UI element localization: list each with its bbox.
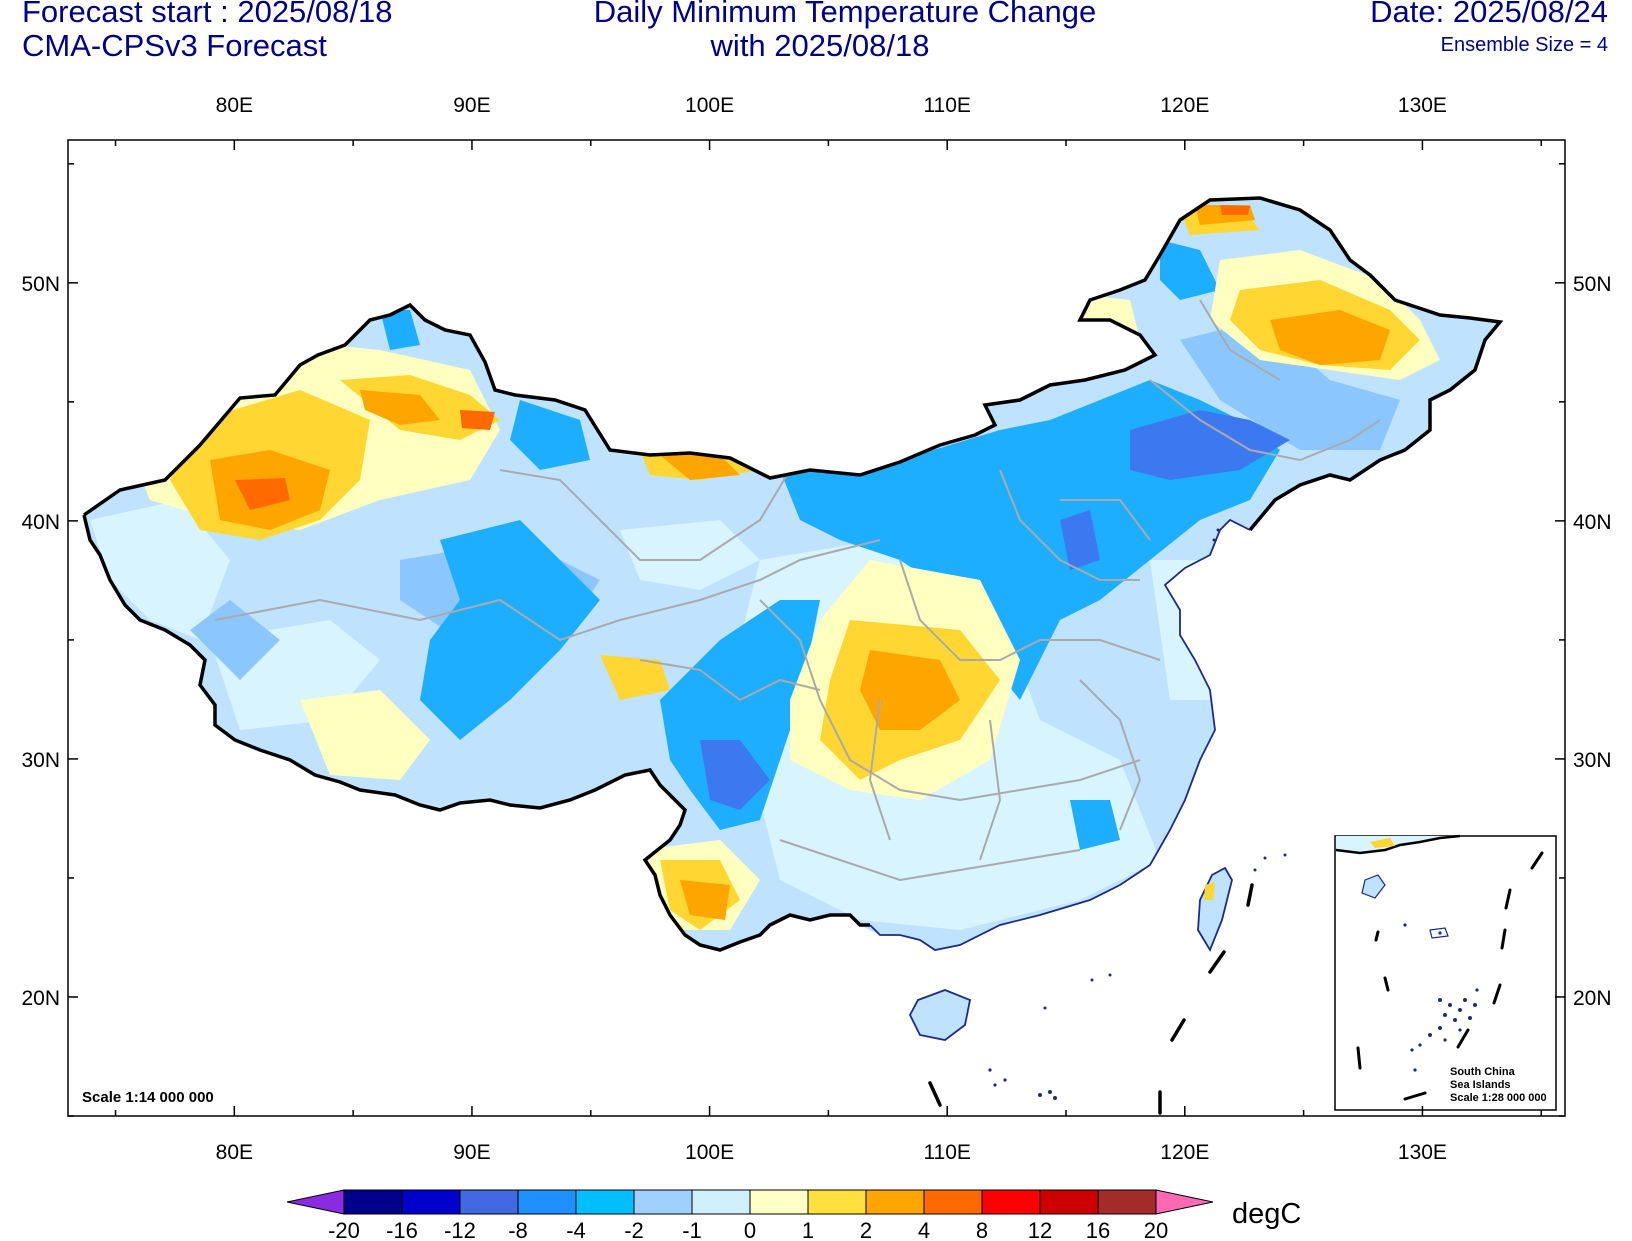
map-title: Daily Minimum Temperature Change (593, 0, 1097, 29)
colorbar-box (633, 1189, 693, 1215)
colorbar-tick-label: -8 (508, 1218, 528, 1241)
colorbar-box (1039, 1189, 1099, 1215)
inset-title-line1: South China (1450, 1066, 1516, 1078)
lon-label-top: 130E (1398, 94, 1447, 117)
model-label: CMA-CPSv3 Forecast (22, 28, 327, 63)
south-china-sea-inset: South China Sea Islands Scale 1:28 000 0… (1334, 834, 1557, 1111)
colorbar-tick-label: -4 (566, 1218, 586, 1241)
map-scale-label: Scale 1:14 000 000 (82, 1089, 214, 1106)
coastline (869, 518, 1251, 951)
lat-label-left: 50N (21, 273, 60, 296)
valid-date-label: Date: 2025/08/24 (1370, 0, 1608, 29)
lon-label-bottom: 120E (1160, 1141, 1209, 1164)
colorbar-tick-label: 12 (1028, 1218, 1052, 1241)
lon-label-top: 90E (453, 94, 490, 117)
lon-label-bottom: 130E (1398, 1141, 1447, 1164)
colorbar: -20 -16 -12 -8 -4 -2 -1 0 1 2 4 8 12 16 20 (286, 1189, 1214, 1241)
taiwan-warm-patch (1204, 882, 1215, 900)
colorbar-tick-label: -20 (328, 1218, 360, 1241)
axis-ticks (68, 140, 1565, 1117)
colorbar-tick-label: -2 (624, 1218, 644, 1241)
lat-label-left: 30N (21, 749, 60, 772)
colorbar-box (575, 1189, 635, 1215)
china-southwest-border (82, 514, 870, 952)
province-boundaries (214, 299, 1381, 882)
colorbar-box (1097, 1189, 1157, 1215)
lon-label-top: 80E (216, 94, 253, 117)
lat-label-left: 40N (21, 511, 60, 534)
colorbar-box (981, 1189, 1041, 1215)
colorbar-tick-label: 0 (744, 1218, 756, 1241)
forecast-start-label: Forecast start : 2025/08/18 (22, 0, 393, 29)
colorbar-tick-label: 20 (1144, 1218, 1168, 1241)
lat-label-left: 20N (21, 987, 60, 1010)
lon-label-top: 120E (1160, 94, 1209, 117)
hainan-island (908, 989, 972, 1041)
colorbar-box (401, 1189, 461, 1215)
map-subtitle: with 2025/08/18 (710, 28, 930, 63)
lat-label-right: 40N (1573, 511, 1612, 534)
inset-scale: Scale 1:28 000 000 (1450, 1092, 1547, 1104)
colorbar-box (343, 1189, 403, 1215)
nine-dash-line (928, 883, 1254, 1115)
colorbar-max-arrow (1155, 1189, 1214, 1215)
small-islands (988, 528, 1287, 1100)
colorbar-box (459, 1189, 519, 1215)
lon-label-top: 110E (923, 94, 971, 117)
colorbar-box (691, 1189, 751, 1215)
lon-label-bottom: 80E (216, 1141, 253, 1164)
china-border (83, 196, 1504, 532)
colorbar-box (749, 1189, 809, 1215)
inset-title-line2: Sea Islands (1450, 1079, 1511, 1091)
lon-label-bottom: 110E (923, 1141, 971, 1164)
colorbar-tick-label: 8 (976, 1218, 988, 1241)
colorbar-tick-label: -12 (444, 1218, 476, 1241)
axis-tick-labels: 80E 80E 90E 90E 100E 100E 110E 110E 120E 120E 130E… (21, 94, 1611, 1164)
lon-label-top: 100E (685, 94, 734, 117)
colorbar-tick-label: 16 (1086, 1218, 1110, 1241)
colorbar-box (865, 1189, 925, 1215)
colorbar-box (517, 1189, 577, 1215)
colorbar-unit-label: degC (1232, 1198, 1301, 1230)
lat-label-right: 20N (1573, 987, 1612, 1010)
lat-label-right: 50N (1573, 273, 1612, 296)
lat-label-right: 30N (1573, 749, 1612, 772)
colorbar-tick-label: -1 (682, 1218, 702, 1241)
lon-label-bottom: 90E (453, 1141, 490, 1164)
colorbar-tick-label: 4 (918, 1218, 930, 1241)
colorbar-box (923, 1189, 983, 1215)
colorbar-min-arrow (286, 1189, 345, 1215)
colorbar-tick-label: -16 (386, 1218, 418, 1241)
colorbar-box (807, 1189, 867, 1215)
colorbar-tick-label: 2 (860, 1218, 872, 1241)
ensemble-size-label: Ensemble Size = 4 (1440, 34, 1608, 56)
lon-label-bottom: 100E (685, 1141, 734, 1164)
colorbar-tick-label: 1 (802, 1218, 814, 1241)
